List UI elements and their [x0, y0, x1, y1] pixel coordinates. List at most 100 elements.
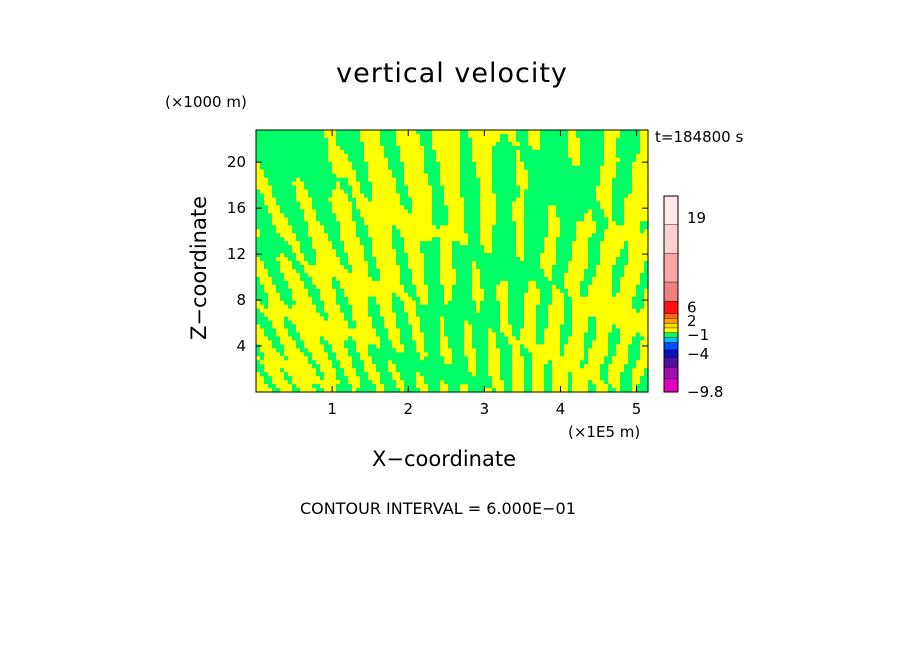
field-cell: [512, 328, 517, 334]
field-cell: [284, 177, 289, 183]
field-cell: [256, 249, 261, 254]
field-cell: [324, 201, 329, 207]
field-cell: [540, 217, 545, 222]
field-cell: [264, 312, 269, 318]
field-cell: [492, 141, 497, 147]
field-cell: [296, 304, 301, 310]
field-cell: [548, 153, 553, 159]
field-cell: [528, 388, 533, 393]
field-cell: [556, 137, 561, 143]
field-cell: [464, 253, 469, 258]
field-cell: [316, 177, 321, 183]
field-cell: [292, 253, 297, 258]
field-cell: [520, 261, 525, 266]
field-cell: [332, 360, 337, 365]
field-cell: [260, 284, 265, 290]
field-cell: [272, 185, 277, 191]
field-cell: [392, 221, 397, 226]
field-cell: [380, 308, 385, 314]
field-cell: [336, 229, 341, 234]
field-cell: [444, 292, 449, 298]
field-cell: [424, 364, 429, 369]
field-cell: [516, 229, 521, 234]
field-cell: [384, 296, 389, 302]
field-cell: [488, 380, 493, 385]
field-cell: [344, 253, 349, 258]
field-cell: [408, 348, 413, 353]
field-cell: [364, 360, 369, 365]
field-cell: [356, 173, 361, 179]
field-cell: [460, 165, 465, 171]
field-cell: [544, 261, 549, 266]
field-cell: [552, 352, 557, 357]
field-cell: [320, 145, 325, 151]
field-cell: [452, 209, 457, 214]
field-cell: [468, 193, 473, 199]
field-cell: [424, 249, 429, 254]
field-cell: [528, 304, 533, 310]
field-cell: [336, 205, 341, 210]
field-cell: [312, 209, 317, 214]
field-cell: [312, 320, 317, 326]
field-cell: [328, 292, 333, 298]
field-cell: [556, 145, 561, 151]
field-cell: [472, 324, 477, 330]
field-cell: [356, 257, 361, 262]
field-cell: [532, 352, 537, 357]
field-cell: [520, 272, 525, 278]
field-cell: [484, 340, 489, 345]
field-cell: [396, 372, 401, 377]
field-cell: [456, 328, 461, 334]
field-cell: [452, 364, 457, 369]
field-cell: [364, 225, 369, 230]
field-cell: [296, 233, 301, 238]
field-cell: [512, 213, 517, 218]
field-cell: [420, 268, 425, 274]
field-cell: [404, 221, 409, 226]
field-cell: [288, 253, 293, 258]
field-cell: [336, 344, 341, 349]
field-cell: [500, 388, 505, 393]
field-cell: [288, 348, 293, 353]
field-cell: [484, 268, 489, 274]
field-cell: [424, 300, 429, 306]
field-cell: [432, 213, 437, 218]
field-cell: [480, 320, 485, 326]
field-cell: [540, 284, 545, 290]
field-cell: [296, 130, 301, 135]
field-cell: [300, 268, 305, 274]
field-cell: [364, 189, 369, 195]
field-cell: [324, 237, 329, 242]
field-cell: [472, 368, 477, 373]
field-cell: [376, 264, 381, 270]
field-cell: [436, 161, 441, 167]
field-cell: [528, 253, 533, 258]
field-cell: [324, 217, 329, 222]
field-cell: [328, 328, 333, 334]
field-cell: [296, 181, 301, 187]
field-cell: [536, 284, 541, 290]
field-cell: [308, 157, 313, 163]
field-cell: [428, 173, 433, 179]
field-cell: [336, 324, 341, 330]
field-cell: [496, 153, 501, 159]
field-cell: [508, 272, 513, 278]
field-cell: [256, 320, 261, 326]
field-cell: [396, 376, 401, 381]
field-cell: [508, 249, 513, 254]
field-cell: [264, 292, 269, 298]
field-cell: [424, 320, 429, 326]
field-cell: [452, 340, 457, 345]
field-cell: [420, 272, 425, 278]
field-cell: [272, 237, 277, 242]
field-cell: [440, 217, 445, 222]
field-cell: [412, 197, 417, 203]
field-cell: [452, 296, 457, 302]
field-cell: [264, 352, 269, 357]
field-cell: [552, 130, 557, 135]
field-cell: [512, 356, 517, 361]
field-cell: [400, 213, 405, 218]
field-cell: [460, 130, 465, 135]
field-cell: [352, 360, 357, 365]
field-cell: [548, 165, 553, 171]
